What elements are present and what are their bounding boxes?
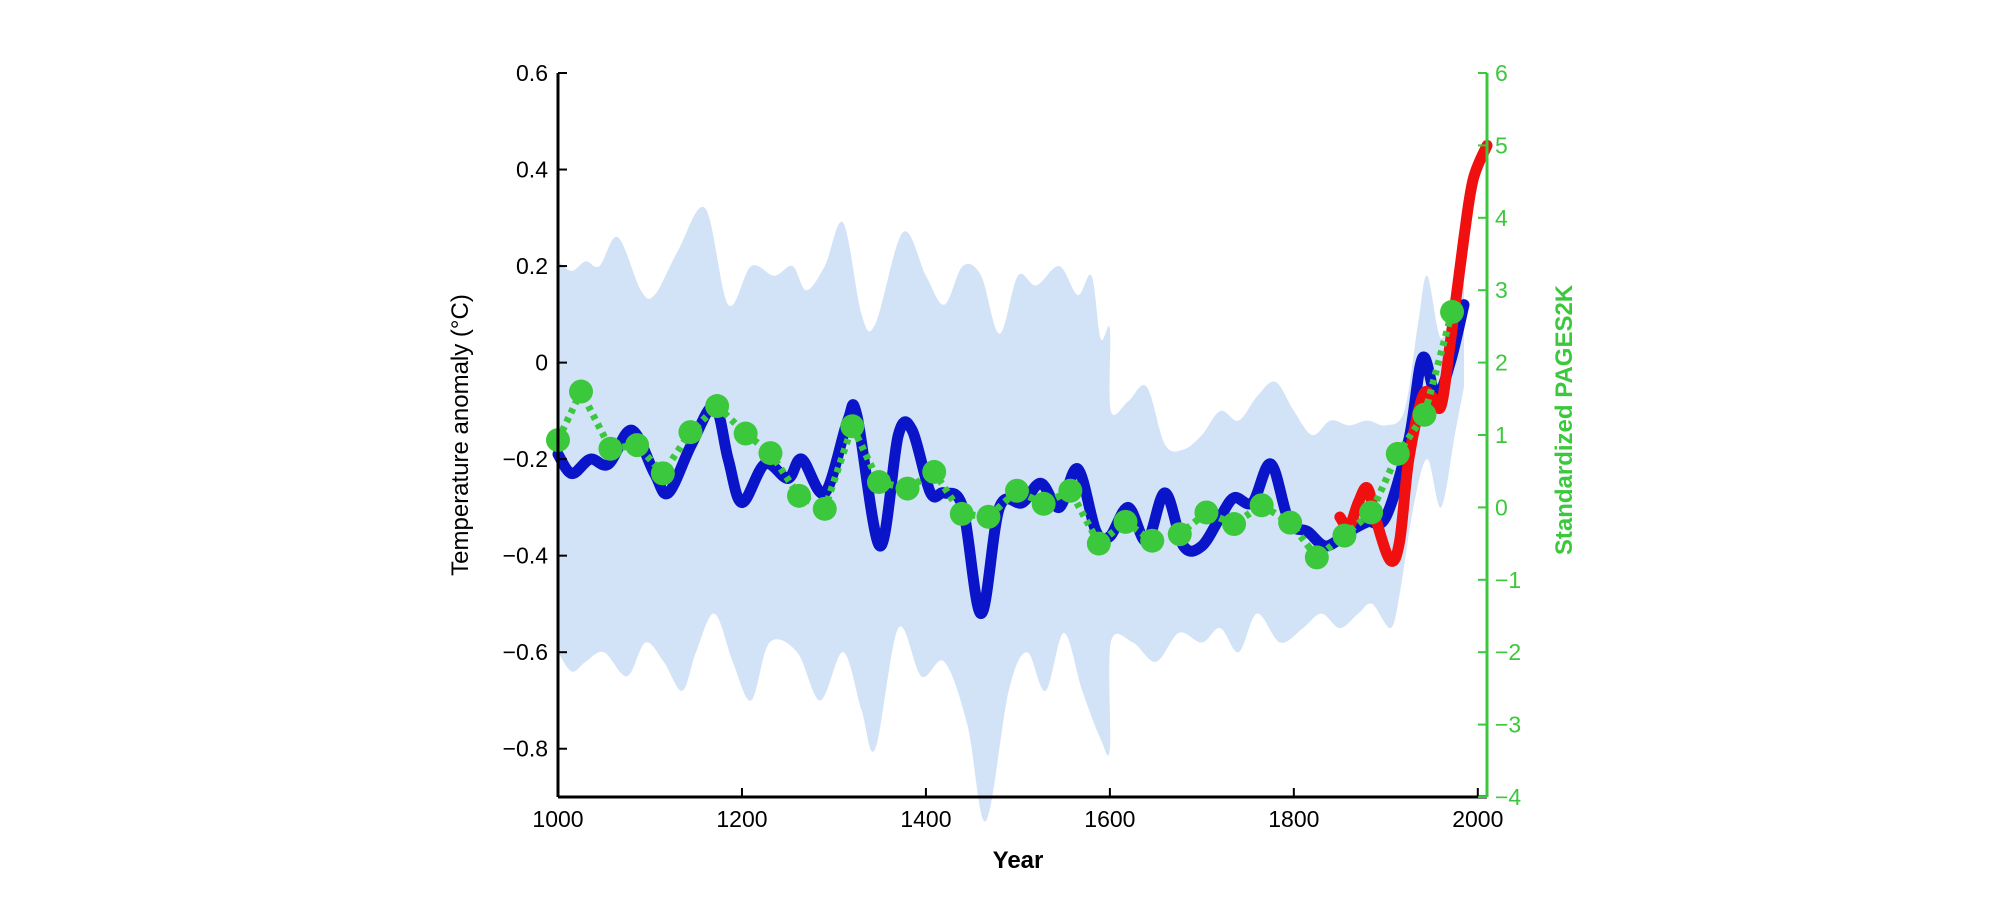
pages2k-point [840,414,865,439]
x-tick-label: 1000 [532,806,583,832]
pages2k-point [1412,402,1437,427]
pages2k-point [1278,510,1303,535]
y-tick-label-right: −4 [1495,784,1521,810]
series-layer [546,139,1493,620]
y-tick-label-left: 0.6 [516,60,548,86]
pages2k-point [786,483,811,508]
pages2k-point [1385,441,1410,466]
y-tick-label-left: −0.2 [503,446,548,472]
uncertainty-band [558,206,1465,822]
series-instrumental [1334,139,1493,567]
x-tick-label: 1400 [900,806,951,832]
pages2k-point [678,420,703,445]
uncertainty-band-layer [558,206,1465,822]
pages2k-point [733,421,758,446]
axes-layer: 1000 1200 1400 1600 1800 2000 0.6 0.4 0.2 0 −0.2 −0… [503,60,1522,832]
y-tick-label-right: 2 [1495,350,1508,376]
x-tick-label: 1200 [716,806,767,832]
y-tick-label-right: 3 [1495,277,1508,303]
pages2k-point [812,496,837,521]
pages2k-point [1004,478,1029,503]
y-tick-label-right: −3 [1495,712,1521,738]
pages2k-point [1359,500,1384,525]
pages2k-point [867,470,892,495]
y-tick-label-right: 1 [1495,422,1508,448]
pages2k-point [1332,523,1357,548]
x-tick-label: 1600 [1084,806,1135,832]
pages2k-point [1194,500,1219,525]
pages2k-point [949,501,974,526]
x-tick-label: 1800 [1268,806,1319,832]
y-tick-label-right: 6 [1495,60,1508,86]
pages2k-point [705,394,730,419]
y-axis-label-right: Standardized PAGES2K [1551,284,1578,555]
pages2k-point [1086,531,1111,556]
y-tick-label-left: 0.4 [516,157,548,183]
y-tick-label-right: −2 [1495,639,1521,665]
pages2k-point [568,379,593,404]
pages2k-point [1167,522,1192,547]
y-tick-label-right: −1 [1495,567,1521,593]
y-tick-label-right: 4 [1495,205,1508,231]
pages2k-point [976,504,1001,529]
series-pages2k [546,299,1465,570]
pages2k-point [1113,509,1138,534]
x-axis-label: Year [993,847,1044,874]
pages2k-point [895,476,920,501]
pages2k-point [1058,478,1083,503]
pages2k-line [554,311,1456,563]
y-axis-label-left: Temperature anomaly (°C) [447,294,474,576]
pages2k-point [598,436,623,461]
y-tick-label-left: 0.2 [516,253,548,279]
y-tick-label-right: 0 [1495,494,1508,520]
x-tick-label: 2000 [1452,806,1503,832]
instrumental-line [1334,139,1493,567]
pages2k-point [1140,528,1165,553]
y-tick-label-left: −0.6 [503,639,548,665]
pages2k-point [922,459,947,484]
pages2k-point [1031,491,1056,516]
pages2k-point [650,461,675,486]
pages2k-point [1304,545,1329,570]
y-tick-label-left: −0.4 [503,543,549,569]
pages2k-point [1440,299,1465,324]
pages2k-point [1249,493,1274,518]
y-tick-label-left: 0 [535,350,548,376]
y-tick-label-left: −0.8 [503,736,548,762]
pages2k-point [1222,512,1247,537]
pages2k-point [758,441,783,466]
pages2k-point [625,433,650,458]
y-tick-label-right: 5 [1495,132,1508,158]
